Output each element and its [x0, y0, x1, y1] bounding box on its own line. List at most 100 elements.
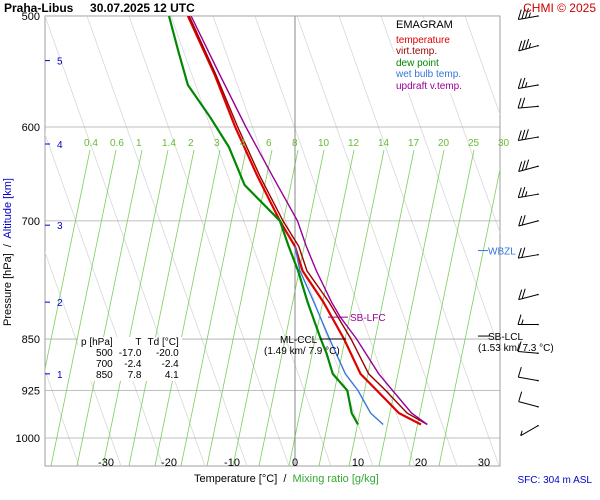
wind-barb — [518, 391, 539, 408]
mixing-ratio-line — [438, 167, 500, 466]
legend-item-wet-bulb: wet bulb temp. — [396, 69, 462, 80]
temperature-tick-label: -10 — [224, 457, 240, 469]
ml-ccl-label: ML-CCL — [280, 335, 318, 346]
dry-adiabat-line — [45, 16, 206, 466]
legend: EMAGRAM temperature virt.temp. dew point… — [394, 19, 464, 93]
mixing-ratio-tick-label: 1 — [136, 138, 142, 149]
mixing-ratio-line — [180, 149, 247, 466]
table-row: 850 7.8 4.1 — [78, 370, 182, 381]
wind-barb — [518, 159, 539, 172]
altitude-tick-label: 1 — [57, 370, 63, 381]
dry-adiabat-line — [464, 16, 500, 116]
table-header-td: Td [°C] — [147, 337, 179, 348]
wind-barb — [517, 8, 539, 20]
temperature-tick-label: 20 — [415, 457, 427, 469]
chart-title: Praha-Libus 30.07.2025 12 UTC — [4, 1, 195, 15]
y-axis-label-altitude: Altitude [km] — [2, 178, 14, 239]
mixing-ratio-tick-label: 30 — [498, 138, 510, 149]
wind-barb — [517, 77, 539, 89]
mixing-ratio-tick-label: 8 — [292, 138, 298, 149]
mixing-ratio-line — [378, 149, 445, 466]
mixing-ratio-line — [45, 149, 91, 371]
legend-item-virt-temp: virt.temp. — [396, 46, 438, 57]
legend-item-updraft: updraft v.temp. — [396, 80, 462, 92]
table-cell: -20.0 — [155, 348, 179, 359]
mixing-ratio-tick-label: 2 — [188, 138, 194, 149]
mixing-ratio-tick-label: 10 — [318, 138, 330, 149]
pressure-tick-label: 600 — [22, 122, 40, 134]
series-line-temperature — [186, 16, 422, 426]
mixing-ratio-tick-label: 3 — [214, 138, 220, 149]
mixing-ratio-line — [408, 149, 475, 466]
x-axis-label: Temperature [°C] / Mixing ratio [g/kg] — [194, 473, 379, 485]
sb-lfc-label: SB-LFC — [350, 313, 386, 324]
table-row: 700 -2.4 -2.4 — [78, 359, 182, 370]
series-line-dew-point — [167, 16, 359, 426]
mixing-ratio-line — [348, 149, 415, 466]
summary-table: p [hPa] T Td [°C] 500 -17.0 -20.0 700 -2… — [78, 337, 182, 381]
temperature-tick-label: 30 — [478, 457, 490, 469]
y-axis-label-pressure: Pressure [hPa] / — [2, 238, 14, 326]
sb-lcl-value: (1.53 km/ 7.3 °C) — [478, 343, 554, 354]
dry-adiabat-line — [86, 16, 248, 466]
dry-adiabat-line — [549, 16, 600, 466]
pressure-tick-label: 850 — [22, 334, 40, 346]
mixing-ratio-line — [128, 149, 195, 466]
mixing-ratio-tick-label: 0.4 — [84, 138, 98, 149]
dry-adiabat-line — [45, 369, 80, 466]
series-line-virt-temp — [188, 16, 428, 426]
y-axis-label: Pressure [hPa] / Altitude [km] — [2, 178, 14, 326]
legend-item-dew-point: dew point — [396, 57, 439, 69]
mixing-ratio-tick-label: 14 — [378, 138, 390, 149]
wind-barb — [517, 247, 539, 259]
dry-adiabat-line — [45, 251, 122, 466]
dry-adiabat-line — [45, 132, 164, 466]
table-header-p: p [hPa] — [81, 337, 113, 348]
legend-item-temperature: temperature — [396, 34, 450, 46]
pressure-tick-label: 1000 — [16, 433, 40, 445]
mixing-ratio-tick-label: 1.4 — [162, 138, 176, 149]
dry-adiabat-line — [128, 16, 290, 466]
wind-barb — [518, 38, 539, 52]
wind-barb — [517, 186, 539, 199]
wind-barb — [518, 288, 539, 301]
temperature-tick-label: 0 — [292, 457, 298, 469]
series-line-updraft-v-temp — [190, 16, 428, 426]
wind-barb — [517, 366, 539, 382]
x-axis-label-mixing-ratio: Mixing ratio [g/kg] — [292, 473, 379, 485]
mixing-ratio-tick-label: 0.6 — [110, 138, 124, 149]
table-row: 500 -17.0 -20.0 — [78, 348, 182, 359]
table-cell: -17.0 — [118, 348, 142, 359]
wbzl-label: WBZL — [488, 247, 516, 258]
temperature-tick-label: -30 — [98, 457, 114, 469]
mixing-ratio-tick-label: 6 — [266, 138, 272, 149]
altitude-tick-label: 2 — [57, 298, 63, 309]
mixing-ratio-tick-label: 4 — [240, 138, 246, 149]
table-cell: -2.4 — [124, 359, 142, 370]
x-axis-label-temperature: Temperature [°C] / — [194, 473, 293, 485]
mixing-ratio-tick-label: 20 — [438, 138, 450, 149]
surface-elevation-label: SFC: 304 m ASL — [517, 475, 592, 486]
series-line-wet-bulb-temp — [294, 246, 384, 426]
temperature-tick-label: 10 — [352, 457, 364, 469]
wind-barb — [520, 424, 539, 437]
wind-barb — [518, 214, 539, 227]
mixing-ratio-line — [50, 149, 117, 466]
wind-barb — [517, 341, 539, 355]
wind-barb — [517, 129, 539, 142]
mixing-ratio-line — [288, 149, 355, 466]
table-cell: 500 — [96, 348, 113, 359]
credit-label: CHMI © 2025 — [523, 1, 596, 15]
mixing-ratio-tick-label: 17 — [408, 138, 420, 149]
pressure-tick-label: 700 — [22, 216, 40, 228]
altitude-tick-label: 3 — [57, 221, 63, 232]
legend-title: EMAGRAM — [396, 19, 453, 31]
altitude-tick-label: 5 — [57, 57, 63, 68]
wind-barb — [517, 314, 539, 326]
pressure-tick-label: 500 — [22, 11, 40, 23]
table-header-t: T — [135, 337, 142, 348]
mixing-ratio-tick-label: 12 — [348, 138, 360, 149]
table-cell: 850 — [96, 370, 113, 381]
dry-adiabat-line — [338, 16, 500, 466]
